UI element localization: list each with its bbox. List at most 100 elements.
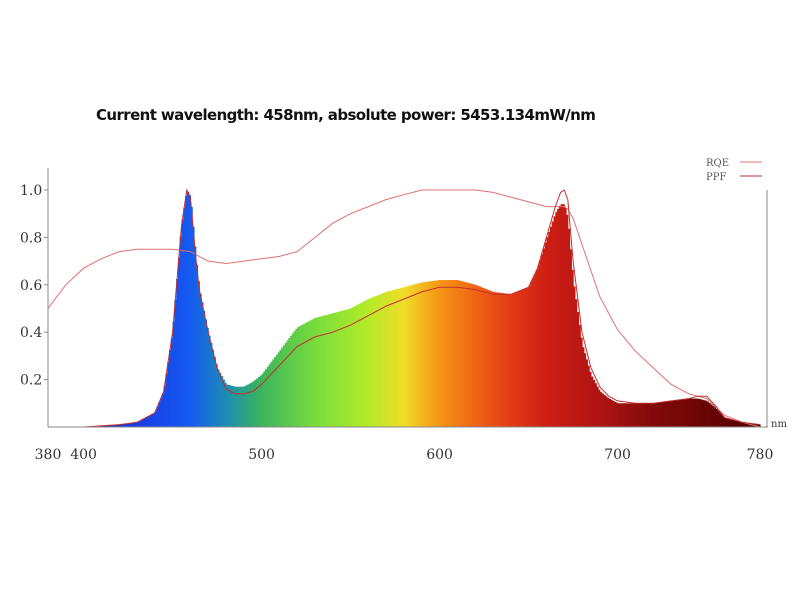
spectrum-band	[665, 401, 669, 427]
spectrum-band	[482, 288, 485, 427]
spectrum-band	[717, 410, 720, 427]
spectrum-band	[679, 399, 683, 427]
spectrum-band	[325, 314, 329, 427]
spectrum-band	[448, 280, 451, 427]
spectrum-band	[489, 290, 492, 427]
spectrum-band	[649, 403, 653, 427]
spectrum-band	[338, 311, 341, 427]
spectrum-band	[496, 292, 499, 427]
spectrum-band	[722, 416, 725, 427]
spectrum-band	[569, 249, 572, 427]
spectrum-band	[443, 280, 446, 427]
spectrum-band	[594, 383, 597, 427]
spectrum-band	[485, 289, 489, 427]
spectrum-band	[347, 309, 350, 427]
spectrum-band	[663, 401, 667, 427]
spectrum-band	[375, 295, 378, 427]
spectrum-band	[288, 338, 291, 428]
spectrum-band	[128, 423, 131, 427]
spectrum-band	[373, 296, 377, 427]
spectrum-band	[110, 425, 113, 427]
spectrum-band	[475, 285, 478, 427]
spectrum-band	[512, 293, 515, 427]
wavelength-readout: Current wavelength: 458nm, absolute powe…	[96, 106, 596, 124]
spectrum-band	[220, 376, 224, 427]
spectrum-band	[313, 318, 316, 427]
x-unit-label: nm	[771, 419, 787, 430]
spectrum-band	[131, 422, 135, 427]
spectrum-band	[537, 265, 540, 427]
spectrum-band	[263, 371, 266, 427]
spectrum-band	[331, 313, 334, 427]
x-tick-label: 600	[426, 447, 453, 463]
spectrum-band	[249, 383, 252, 427]
spectrum-band	[642, 403, 645, 427]
tick-labels: 0.2 0.4 0.6 0.8 1.0 380 400 500 600 700 780 nm	[20, 183, 787, 463]
spectrum-band	[688, 398, 692, 427]
spectrum-band	[384, 292, 387, 427]
spectrum-band	[464, 282, 467, 427]
spectrum-band	[423, 282, 426, 427]
spectrum-band	[370, 297, 373, 427]
spectrum-band	[606, 397, 610, 427]
spectrum-band	[188, 195, 191, 427]
spectrum-band	[525, 288, 528, 427]
spectrum-band	[548, 231, 551, 427]
spectrum-band	[236, 386, 240, 427]
spectrum-band	[692, 398, 695, 427]
y-tick-label: 0.8	[20, 230, 42, 246]
spectrum-band	[638, 403, 642, 427]
spectrum-band	[562, 204, 565, 427]
spectrum-band	[651, 403, 654, 427]
spectrum-band	[582, 347, 585, 427]
spectrum-band	[507, 293, 510, 427]
spectrum-band	[484, 288, 487, 427]
spectrum-band	[715, 408, 718, 427]
spectrum-band	[678, 399, 681, 427]
axes	[47, 168, 768, 428]
spectrum-band	[471, 284, 475, 427]
spectrum-band	[574, 299, 578, 427]
spectrum-band	[521, 289, 524, 427]
spectrum-band	[733, 420, 736, 427]
spectrum-band	[457, 280, 460, 427]
spectrum-band	[704, 400, 708, 427]
spectrum-band	[631, 403, 635, 427]
spectrum-band	[535, 270, 539, 427]
spectrum-band	[701, 399, 704, 427]
spectrum-band	[357, 304, 361, 427]
spectrum-band	[231, 386, 234, 427]
spectrum-band	[332, 313, 336, 427]
spectrum-band	[174, 300, 177, 427]
spectrum-band	[571, 269, 574, 427]
spectrum-band	[640, 403, 644, 427]
spectrum-band	[510, 293, 514, 427]
spectrum-band	[211, 349, 215, 427]
spectrum-band	[193, 246, 197, 427]
spectrum-band	[469, 283, 473, 427]
spectrum-band	[672, 400, 676, 427]
spectrum-band	[576, 312, 580, 427]
spectrum-band	[564, 207, 567, 427]
spectrum-band	[227, 385, 231, 427]
spectrum-band	[749, 423, 752, 427]
spectrum-band	[135, 422, 138, 427]
spectrum-band	[243, 386, 247, 427]
spectrum-band	[434, 280, 437, 427]
spectrum-band	[580, 337, 583, 427]
spectrum-band	[218, 372, 222, 427]
spectrum-band	[416, 283, 419, 427]
spectrum-band	[462, 281, 466, 427]
spectrum-band	[517, 291, 521, 427]
legend-label-rqe: RQE	[706, 158, 729, 169]
spectrum-band	[523, 288, 526, 427]
spectrum-band	[379, 294, 382, 427]
spectrum-band	[687, 398, 690, 427]
spectrum-band	[272, 359, 275, 427]
x-tick-label: 780	[747, 447, 774, 463]
spectrum-band	[259, 375, 263, 427]
spectrum-band	[708, 403, 711, 427]
spectrum-band	[355, 305, 359, 427]
spectrum-band	[617, 403, 620, 427]
